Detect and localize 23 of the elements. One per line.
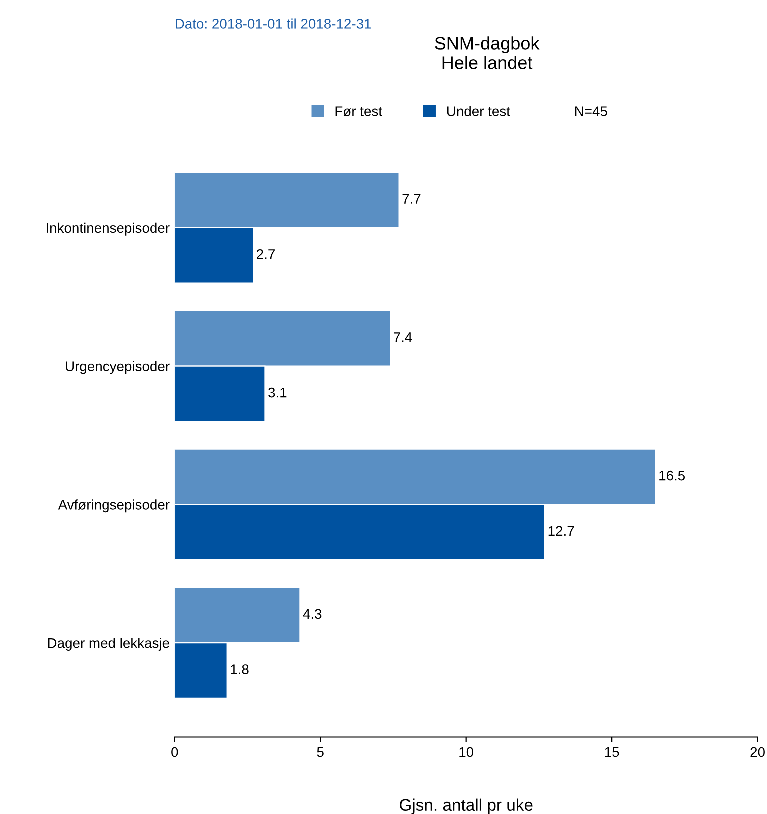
data-label: 12.7 xyxy=(548,526,574,536)
data-label: 2.7 xyxy=(257,249,275,260)
data-label: 7.4 xyxy=(394,332,412,342)
y-tick-label: Inkontinensepisoder xyxy=(46,222,170,236)
y-tick-label: Urgencyepisoder xyxy=(66,361,170,374)
chart-title: SNM-dagbok Hele landet xyxy=(435,36,540,70)
x-axis-title: Gjsn. antall pr uke xyxy=(400,798,533,814)
data-label: 16.5 xyxy=(660,470,686,481)
x-tick-label: 5 xyxy=(317,747,324,758)
x-tick-label: 20 xyxy=(750,747,765,758)
chart-subtitle: Dato: 2018-01-01 til 2018-12-31 xyxy=(176,18,372,29)
x-tick-label: 15 xyxy=(605,747,620,758)
data-label: 1.8 xyxy=(231,664,249,674)
text: N=45 xyxy=(575,106,608,116)
x-tick-label: 10 xyxy=(460,747,474,758)
y-tick-label: Dager med lekkasje xyxy=(48,638,170,651)
x-tick-label: 0 xyxy=(172,747,178,758)
legend-label: Under test xyxy=(447,106,510,116)
y-tick-label: Avføringsepisoder xyxy=(58,500,170,513)
data-label: 4.3 xyxy=(303,609,322,620)
data-label: 7.7 xyxy=(402,194,421,204)
legend-label: Før test xyxy=(336,106,382,117)
data-label: 3.1 xyxy=(268,388,287,398)
